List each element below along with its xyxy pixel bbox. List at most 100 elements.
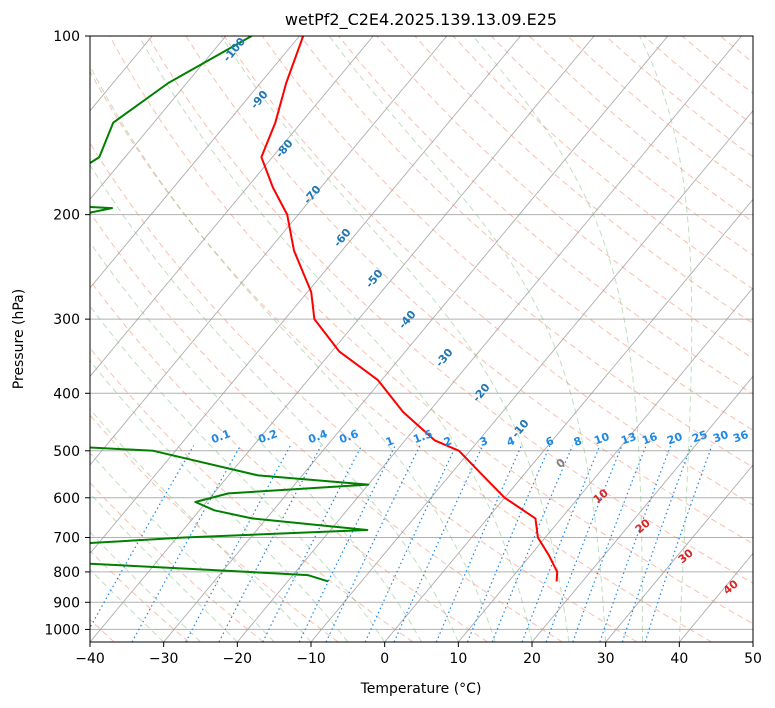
isotherm-line [90, 36, 521, 555]
plot-frame [89, 35, 754, 643]
moist-adiabat-line [328, 36, 607, 642]
mixing-ratio-line [572, 445, 647, 642]
mixing-ratio-line [393, 445, 484, 642]
x-tick-label: −20 [223, 651, 253, 667]
moist-adiabats [90, 36, 693, 642]
moist-adiabat-line [90, 531, 201, 642]
dry-adiabat-line [681, 36, 753, 95]
moist-adiabat-label: 20 [633, 516, 653, 536]
isotherm-line [90, 36, 227, 200]
dry-adiabat-label: -20 [470, 381, 493, 405]
mixing-ratio-label: 20 [665, 430, 684, 448]
dry-adiabat-line [90, 211, 563, 642]
mixing-ratio-label: 6 [544, 434, 556, 449]
mixing-ratio-line [218, 445, 322, 642]
isotherm-line [90, 36, 448, 466]
dry-adiabat-line [414, 36, 753, 324]
y-tick-label: 900 [53, 595, 80, 611]
mixing-ratio-label: 0.6 [337, 427, 360, 446]
moist-adiabat-line [90, 408, 312, 642]
mixing-ratio-line [491, 445, 574, 642]
dry-adiabat-line [90, 141, 638, 642]
x-tick-label: 20 [523, 651, 541, 667]
mixing-ratio-lines [90, 445, 713, 642]
mixing-ratio-label: 1 [384, 434, 396, 449]
moist-adiabat-line [90, 452, 275, 642]
isotherm-line [90, 36, 374, 378]
mixing-ratio-label: 4 [505, 434, 517, 449]
dry-adiabat-line [719, 36, 753, 64]
moist-adiabat-label: 30 [676, 546, 696, 566]
dry-adiabat-label: -60 [331, 226, 354, 250]
mixing-ratio-label: 0.4 [306, 427, 329, 446]
moist-adiabat-label: 0 [554, 456, 568, 471]
moist-adiabat-line [220, 36, 570, 642]
x-tick-label: −30 [149, 651, 179, 667]
isotherm-line [163, 36, 669, 642]
y-tick-label: 500 [53, 444, 80, 460]
isotherm-line [310, 110, 753, 642]
dry-adiabat-label: -70 [301, 183, 324, 207]
mixing-ratio-line [364, 445, 457, 642]
x-tick-label: 50 [744, 651, 762, 667]
moist-adiabat-line [138, 36, 533, 642]
y-tick-label: 600 [53, 491, 80, 507]
moist-adiabat-line [472, 36, 643, 642]
line-labels: -100-90-80-70-60-50-40-30-20-100.1 0.2 0.4… [209, 36, 750, 597]
dry-adiabat-line [90, 70, 712, 642]
dry-adiabat-line [90, 550, 190, 642]
mixing-ratio-line [298, 445, 396, 642]
profiles [90, 36, 559, 583]
mixing-ratio-line [545, 445, 623, 642]
mixing-ratio-line [325, 445, 421, 642]
mixing-ratio-line [466, 445, 551, 642]
mixing-ratio-label: 10 [592, 430, 611, 448]
isotherm-line [605, 464, 753, 642]
isotherm-line [531, 375, 753, 642]
dry-adiabat-label: -30 [433, 346, 456, 370]
mixing-ratio-line [185, 445, 291, 642]
y-axis: 100 200 300 400 500 600 700 800 900 1000 [44, 29, 90, 638]
mixing-ratio-label: 0.1 [209, 427, 232, 446]
dry-adiabat-line [338, 36, 753, 395]
moist-adiabat-line [90, 65, 496, 642]
moist-adiabat-line [90, 360, 349, 642]
moist-adiabat-line [90, 305, 386, 642]
isotherm-line [752, 641, 753, 642]
mixing-ratio-label: 8 [572, 434, 584, 449]
mixing-ratio-line [90, 445, 195, 629]
dry-adiabats [90, 36, 753, 642]
isotherm-line [90, 36, 595, 642]
isotherm-line [457, 287, 753, 642]
isotherm-line [678, 552, 753, 642]
mixing-ratio-label: 30 [711, 428, 730, 446]
mixing-ratio-line [599, 445, 672, 642]
plot-area: -100-90-80-70-60-50-40-30-20-100.1 0.2 0.4… [90, 36, 753, 642]
dry-adiabat-line [90, 279, 488, 642]
dry-adiabat-line [90, 482, 264, 642]
y-tick-label: 100 [53, 29, 80, 45]
dry-adiabat-line [452, 36, 753, 290]
mixing-ratio-line [131, 445, 241, 642]
mixing-ratio-label: 2 [442, 434, 454, 449]
moist-adiabat-line [90, 241, 422, 642]
mixing-ratio-label: 13 [619, 430, 638, 447]
mixing-ratio-label: 25 [690, 428, 709, 445]
dry-adiabat-label: -90 [248, 88, 271, 112]
mixing-ratio-line [521, 445, 601, 642]
y-tick-label: 700 [53, 531, 80, 547]
mixing-ratio-line [621, 445, 692, 642]
isotherms [90, 36, 753, 642]
moist-adiabat-line [90, 492, 238, 642]
mixing-ratio-label: 36 [731, 428, 750, 446]
x-tick-label: −40 [75, 651, 105, 667]
y-tick-label: 800 [53, 565, 80, 581]
x-tick-label: 40 [670, 651, 688, 667]
mixing-ratio-label: 3 [478, 434, 490, 449]
x-tick-label: 0 [380, 651, 389, 667]
isotherm-line [90, 36, 300, 289]
mixing-ratio-label: 0.2 [256, 427, 279, 446]
temperature-profile-line [260, 36, 559, 582]
dry-adiabat-line [90, 414, 339, 642]
